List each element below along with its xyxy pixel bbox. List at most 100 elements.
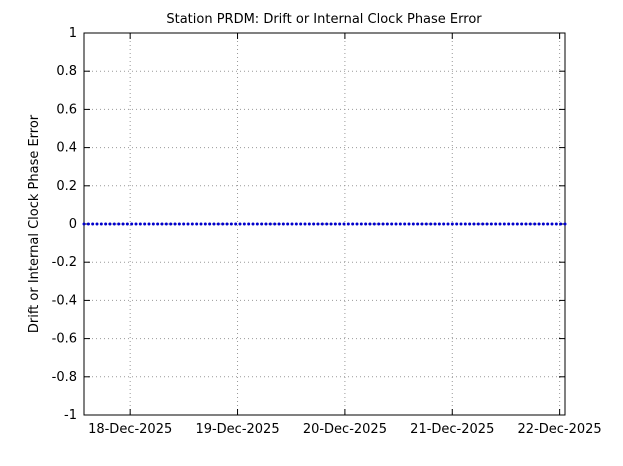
data-marker [260, 222, 264, 226]
data-marker [294, 222, 298, 226]
data-marker [533, 222, 537, 226]
data-marker [104, 222, 108, 226]
y-tick-label: -1 [64, 408, 77, 423]
data-marker [255, 222, 259, 226]
data-marker [238, 222, 242, 226]
data-marker [303, 222, 307, 226]
data-marker [476, 222, 480, 226]
y-tick-label: -0.6 [52, 332, 77, 347]
data-marker [364, 222, 368, 226]
data-marker [463, 222, 467, 226]
data-marker [273, 222, 277, 226]
data-marker [541, 222, 545, 226]
data-marker [251, 222, 255, 226]
data-marker [203, 222, 207, 226]
plot-area: -1 -0.8 -0.6 -0.4 -0.2 0 0.2 0.4 0.6 0.8 1 18-Dec-2… [52, 26, 602, 437]
data-marker [138, 222, 142, 226]
data-marker [338, 222, 342, 226]
data-marker [446, 222, 450, 226]
data-marker [86, 222, 90, 226]
data-marker [390, 222, 394, 226]
data-marker [515, 222, 519, 226]
data-marker [169, 222, 173, 226]
data-marker [234, 222, 238, 226]
data-marker [277, 222, 281, 226]
y-tick-label: 0.8 [56, 64, 77, 79]
y-tick-label: 0.2 [56, 179, 77, 194]
y-tick-label: -0.8 [52, 370, 77, 385]
data-marker [481, 222, 485, 226]
data-marker [411, 222, 415, 226]
data-marker [82, 222, 86, 226]
data-marker [424, 222, 428, 226]
data-marker [528, 222, 532, 226]
data-marker [225, 222, 229, 226]
data-marker [442, 222, 446, 226]
data-marker [316, 222, 320, 226]
data-marker [546, 222, 550, 226]
data-marker [125, 222, 129, 226]
data-marker [177, 222, 181, 226]
data-marker [195, 222, 199, 226]
data-marker [550, 222, 554, 226]
data-marker [208, 222, 212, 226]
data-marker [511, 222, 515, 226]
data-marker [221, 222, 225, 226]
data-marker [359, 222, 363, 226]
data-marker [143, 222, 147, 226]
data-marker [524, 222, 528, 226]
y-tick-label: 0.6 [56, 102, 77, 117]
data-marker [381, 222, 385, 226]
data-marker [472, 222, 476, 226]
data-marker [121, 222, 125, 226]
data-marker [403, 222, 407, 226]
x-tick-label: 20-Dec-2025 [303, 422, 387, 437]
data-marker [160, 222, 164, 226]
x-tick-label: 22-Dec-2025 [518, 422, 602, 437]
data-marker [299, 222, 303, 226]
data-marker [286, 222, 290, 226]
data-marker [394, 222, 398, 226]
data-marker [130, 222, 134, 226]
data-marker [498, 222, 502, 226]
x-tick-label: 19-Dec-2025 [195, 422, 279, 437]
data-marker [342, 222, 346, 226]
y-tick-label: -0.4 [52, 293, 77, 308]
data-marker [264, 222, 268, 226]
data-marker [95, 222, 99, 226]
data-marker [147, 222, 151, 226]
data-marker [216, 222, 220, 226]
data-marker [112, 222, 116, 226]
data-marker [268, 222, 272, 226]
data-marker [489, 222, 493, 226]
data-marker [212, 222, 216, 226]
data-marker [290, 222, 294, 226]
data-marker [433, 222, 437, 226]
y-tick-label: 0 [69, 217, 77, 232]
data-marker [151, 222, 155, 226]
x-tick-label: 18-Dec-2025 [88, 422, 172, 437]
data-marker [325, 222, 329, 226]
data-marker [368, 222, 372, 226]
data-marker [312, 222, 316, 226]
data-marker [182, 222, 186, 226]
data-marker [329, 222, 333, 226]
data-marker [398, 222, 402, 226]
data-marker [420, 222, 424, 226]
data-marker [307, 222, 311, 226]
data-marker [437, 222, 441, 226]
data-marker [520, 222, 524, 226]
data-marker [99, 222, 103, 226]
data-marker [186, 222, 190, 226]
y-tick-label: 1 [69, 26, 77, 41]
data-marker [173, 222, 177, 226]
data-marker [537, 222, 541, 226]
data-marker [507, 222, 511, 226]
data-marker [355, 222, 359, 226]
data-marker [559, 222, 563, 226]
data-marker [494, 222, 498, 226]
data-marker [281, 222, 285, 226]
data-marker [468, 222, 472, 226]
